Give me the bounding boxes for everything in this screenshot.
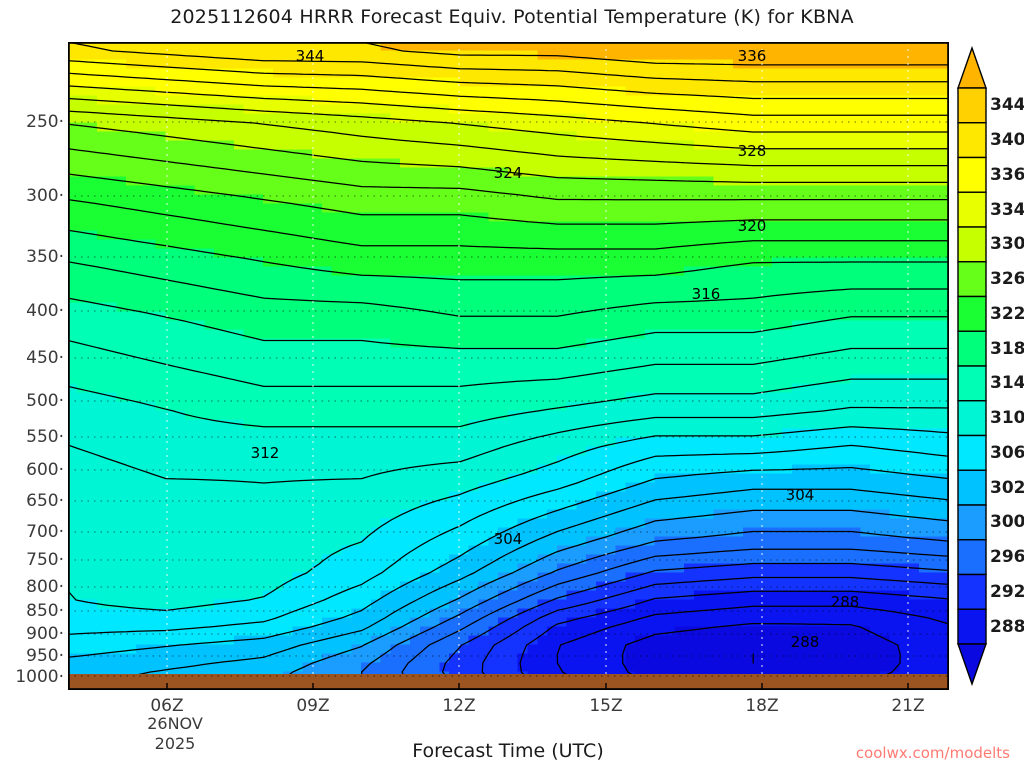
colorbar-labels: 344 340 336 334 330 326 322 318 314 310 306 302 300 2… [990,46,1024,686]
y-tick-label: 750· [26,550,64,570]
colorbar-tick-label: 292 [990,581,1024,602]
y-axis: 250· 300· 350· 400· 450· 500· 550· 600· 650· 700·… [0,42,64,690]
colorbar-tick-label: 330 [990,234,1024,255]
y-tick-label: 650· [26,491,64,511]
y-tick-label: 950· [26,646,64,666]
colorbar-tick-label: 326 [990,269,1024,290]
colorbar-swatches [957,46,987,686]
contour-label: 320 [738,217,767,235]
colorbar [957,46,987,686]
contour-label: 328 [738,142,767,160]
x-axis: 06Z 09Z 12Z 15Z 18Z 21Z [68,692,949,722]
colorbar-tick-label: 314 [990,373,1024,394]
y-tick-label: 1000· [15,667,64,687]
watermark: coolwx.com/modelts [855,744,1010,762]
x-tick-label: 15Z [589,696,623,716]
colorbar-tick-label: 302 [990,477,1024,498]
plot-area: 344 336 328 324 320 316 312 304 304 288 288 [68,42,949,690]
colorbar-tick-label: 318 [990,338,1024,359]
colorbar-tick-label: 344 [990,95,1024,116]
x-tick-label: 09Z [296,696,330,716]
colorbar-tick-label: 296 [990,547,1024,568]
contour-label: 312 [251,444,280,462]
y-tick-label: 300· [26,186,64,206]
x-axis-date: 26NOV 2025 [120,714,230,754]
date-line-2: 2025 [154,734,196,753]
colorbar-tick-label: 322 [990,303,1024,324]
y-tick-label: 450· [26,348,64,368]
contour-label: 316 [692,285,721,303]
y-tick-label: 250· [26,112,64,132]
y-tick-label: 600· [26,460,64,480]
contour-label: 304 [494,530,523,548]
y-tick-label: 500· [26,391,64,411]
contour-plot: 344 336 328 324 320 316 312 304 304 288 288 [68,42,949,690]
colorbar-tick-label: 334 [990,199,1024,220]
contour-label: 288 [831,593,860,611]
y-tick-label: 550· [26,427,64,447]
x-tick-label: 06Z [150,696,184,716]
x-tick-label: 18Z [745,696,779,716]
contour-label: 324 [494,164,523,182]
colorbar-tick-label: 310 [990,408,1024,429]
y-tick-label: 400· [26,301,64,321]
y-tick-label: 850· [26,601,64,621]
contour-label: 336 [738,47,767,65]
colorbar-tick-label: 336 [990,164,1024,185]
x-tick-label: 12Z [442,696,476,716]
y-tick-label: 700· [26,522,64,542]
colorbar-tick-label: 300 [990,512,1024,533]
contour-label: 344 [296,47,325,65]
y-tick-label: 900· [26,624,64,644]
x-tick-label: 21Z [891,696,925,716]
x-axis-title: Forecast Time (UTC) [412,740,604,762]
colorbar-tick-label: 288 [990,616,1024,637]
contour-label: 288 [791,633,820,651]
contour-label: 304 [786,486,815,504]
page-title: 2025112604 HRRR Forecast Equiv. Potentia… [170,6,854,28]
colorbar-tick-label: 340 [990,130,1024,151]
colorbar-tick-label: 306 [990,442,1024,463]
date-line-1: 26NOV [147,714,203,733]
y-tick-label: 350· [26,247,64,267]
y-tick-label: 800· [26,577,64,597]
